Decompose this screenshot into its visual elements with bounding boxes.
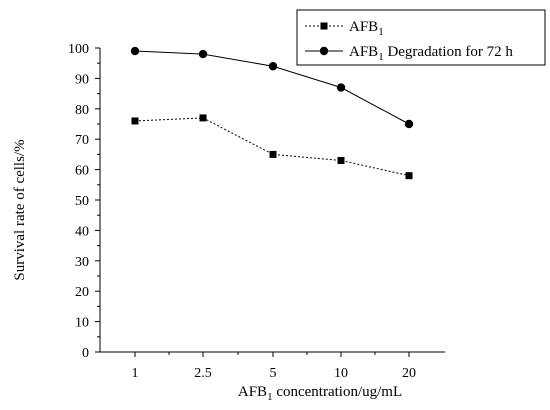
- y-axis-title: Survival rate of cells/%: [12, 139, 28, 280]
- series-line: [134, 117, 410, 177]
- y-tick-label: 0: [82, 346, 89, 361]
- legend-marker: [320, 22, 328, 30]
- legend-label: AFB1: [349, 19, 384, 38]
- data-point: [405, 172, 413, 180]
- y-axis-ticks: 0 10 20 30 40 50 60 70 80 90 100: [68, 42, 100, 361]
- x-tick-label: 1: [132, 366, 139, 381]
- data-point: [337, 156, 345, 164]
- x-tick-label: 10: [334, 366, 348, 381]
- y-tick-label: 80: [75, 103, 89, 118]
- legend: AFB1 AFB1 Degradation for 72 h: [296, 9, 546, 66]
- legend-item-1: AFB1: [305, 19, 384, 38]
- legend-box: [296, 9, 546, 66]
- series-1: [131, 114, 413, 180]
- x-axis-ticks: 1 2.5 5 10 20: [132, 352, 416, 381]
- data-point: [130, 46, 140, 56]
- data-point: [404, 119, 414, 129]
- y-tick-label: 10: [75, 316, 89, 331]
- y-tick-label: 30: [75, 255, 89, 270]
- series-2: [130, 46, 414, 129]
- y-tick-label: 60: [75, 164, 89, 179]
- data-point: [131, 117, 139, 125]
- x-tick-label: 5: [270, 366, 277, 381]
- x-tick-label: 20: [402, 366, 416, 381]
- legend-marker: [319, 46, 329, 56]
- data-point: [268, 62, 278, 71]
- y-tick-label: 90: [75, 72, 89, 87]
- series-layer: [130, 46, 414, 180]
- data-point: [198, 49, 208, 59]
- data-point: [199, 114, 207, 122]
- x-axis-title: AFB1 concentration/ug/mL: [238, 384, 402, 403]
- data-point: [336, 83, 346, 92]
- legend-item-2: AFB1 Degradation for 72 h: [305, 44, 513, 63]
- y-tick-label: 40: [75, 224, 89, 239]
- y-tick-label: 50: [75, 194, 89, 209]
- data-point: [269, 150, 277, 158]
- chart-axes: [99, 48, 445, 353]
- legend-label: AFB1 Degradation for 72 h: [349, 44, 513, 63]
- y-tick-label: 100: [68, 42, 89, 57]
- x-tick-label: 2.5: [194, 366, 212, 381]
- y-tick-label: 20: [75, 285, 89, 300]
- y-tick-label: 70: [75, 133, 89, 148]
